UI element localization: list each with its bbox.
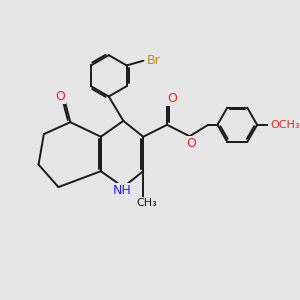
Text: O: O (186, 137, 196, 150)
Text: O: O (167, 92, 177, 105)
Text: NH: NH (112, 184, 131, 197)
Text: OCH₃: OCH₃ (271, 120, 300, 130)
Text: O: O (56, 90, 65, 103)
Text: Br: Br (147, 54, 161, 67)
Text: CH₃: CH₃ (136, 198, 157, 208)
